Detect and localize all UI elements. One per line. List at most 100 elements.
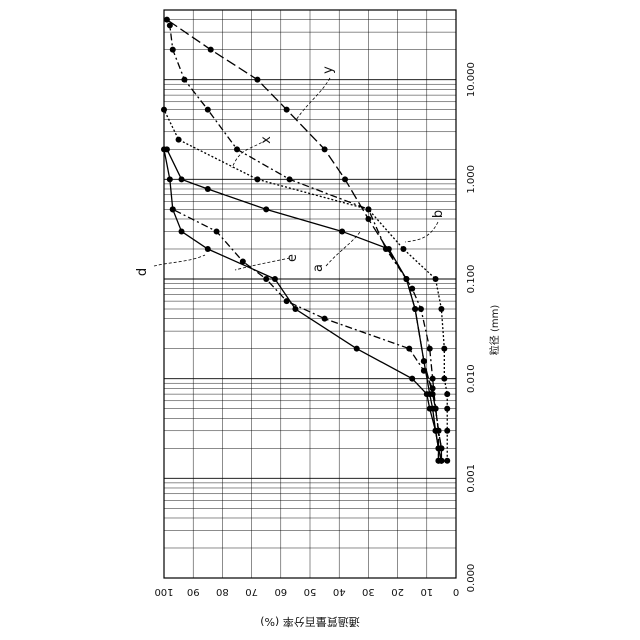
data-point-d: [166, 176, 173, 183]
series-labels: y x a b d e: [135, 66, 446, 276]
data-point-x: [286, 176, 293, 183]
data-point-x: [181, 76, 188, 83]
y-axis-label: 通過質量百分率 (%): [260, 615, 360, 629]
y-tick-label: 30: [362, 586, 375, 597]
data-point-b: [254, 176, 261, 183]
leader-line-b: [404, 221, 439, 243]
data-point-d: [423, 391, 430, 398]
data-point-d: [409, 375, 416, 382]
data-point-y: [365, 215, 372, 222]
series-y: [163, 16, 445, 464]
data-point-a: [385, 245, 392, 252]
y-tick-label: 60: [274, 586, 287, 597]
data-point-d: [178, 228, 185, 235]
x-axis-label: 粒径 (mm): [488, 305, 501, 356]
data-point-a: [403, 275, 410, 282]
x-tick-label: 0.100: [466, 265, 477, 294]
series-label-e: e: [285, 254, 300, 262]
leader-line-x: [231, 139, 267, 169]
series-label-a: a: [311, 264, 326, 272]
data-point-d: [271, 275, 278, 282]
series-a: [163, 146, 442, 464]
data-point-a: [263, 206, 270, 213]
data-point-e: [213, 228, 220, 235]
data-point-b: [365, 206, 372, 213]
data-point-e: [321, 315, 328, 322]
series-e: [169, 206, 445, 464]
data-point-x: [169, 46, 176, 53]
series-b: [161, 106, 451, 464]
series-line-d: [163, 149, 443, 461]
data-point-x: [417, 306, 424, 313]
data-point-d: [292, 306, 299, 313]
data-point-x: [234, 146, 240, 153]
data-point-x: [166, 22, 173, 29]
data-point-e: [435, 427, 442, 434]
x-tick-label: 0.001: [466, 464, 477, 493]
data-point-e: [239, 258, 246, 265]
leader-line-a: [325, 231, 361, 267]
x-tick-label: 1.000: [466, 165, 477, 194]
data-point-y: [283, 106, 290, 113]
leader-line-d: [153, 254, 206, 267]
data-point-y: [342, 176, 349, 183]
y-tick-label: 50: [304, 586, 317, 597]
data-point-a: [339, 228, 346, 235]
series-label-d: d: [135, 268, 150, 276]
y-tick-label: 40: [333, 586, 346, 597]
data-point-a: [204, 185, 211, 192]
x-tick-label: 0.000: [466, 564, 477, 593]
data-point-b: [441, 345, 448, 352]
series-label-x: x: [259, 136, 274, 144]
data-point-b: [444, 391, 451, 398]
series-label-y: y: [321, 66, 336, 74]
series-line-x: [169, 25, 440, 461]
data-point-b: [175, 136, 182, 143]
data-point-y: [321, 146, 328, 153]
series-x: [166, 22, 442, 464]
data-point-e: [432, 405, 439, 412]
series-group: [161, 16, 451, 464]
data-point-e: [429, 385, 436, 392]
series-line-b: [163, 109, 448, 461]
series-label-b: b: [431, 210, 446, 218]
data-point-e: [438, 445, 445, 452]
grid-lines: [163, 9, 457, 579]
data-point-b: [444, 427, 451, 434]
y-tick-label: 70: [245, 586, 258, 597]
data-point-b: [432, 275, 439, 282]
data-point-b: [438, 306, 445, 313]
data-point-b: [444, 405, 451, 412]
data-point-d: [353, 345, 360, 352]
series-line-y: [166, 19, 443, 461]
data-point-e: [283, 298, 290, 305]
data-point-x: [204, 106, 211, 113]
data-point-a: [178, 176, 185, 183]
y-tick-label: 90: [187, 586, 200, 597]
leader-line-y: [295, 77, 331, 121]
y-tick-label: 80: [216, 586, 229, 597]
data-point-d: [426, 405, 433, 412]
data-point-y: [163, 16, 170, 23]
data-point-a: [412, 306, 419, 313]
data-point-e: [263, 275, 270, 282]
leader-line-e: [234, 257, 291, 271]
plot-frame: [163, 9, 457, 579]
y-tick-label: 100: [154, 586, 173, 597]
data-point-y: [207, 46, 214, 53]
data-point-e: [420, 367, 427, 374]
data-point-e: [406, 345, 413, 352]
data-point-x: [409, 285, 416, 292]
data-point-d: [204, 245, 211, 252]
data-point-b: [444, 457, 451, 464]
data-point-b: [441, 375, 448, 382]
data-point-e: [169, 206, 176, 213]
y-tick-label: 0: [453, 586, 459, 597]
data-point-e: [438, 457, 445, 464]
y-tick-label: 10: [420, 586, 433, 597]
x-tick-label: 10.000: [466, 62, 477, 97]
data-point-a: [420, 358, 427, 365]
data-point-y: [254, 76, 261, 83]
